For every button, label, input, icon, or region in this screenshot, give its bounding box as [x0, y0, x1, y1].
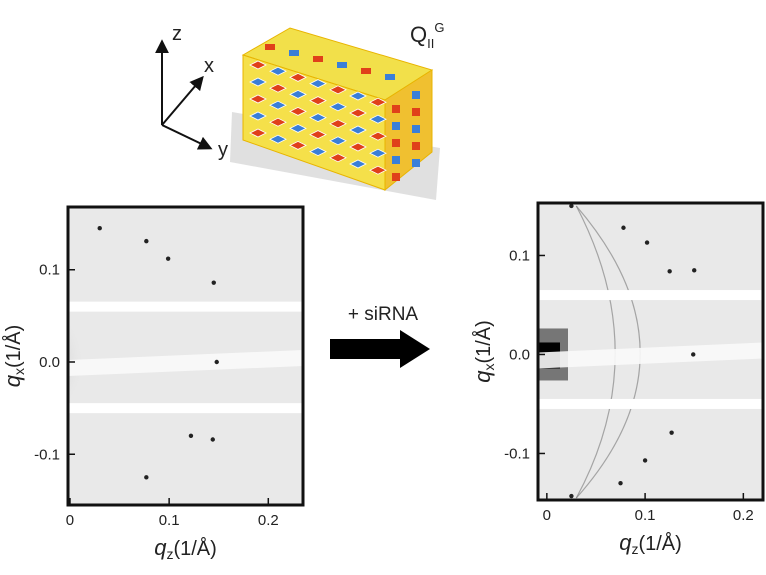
y-axis-label: qx(1/Å) — [0, 325, 27, 388]
bragg-spot — [211, 437, 215, 441]
lattice-node — [392, 173, 400, 181]
y-tick-label: -0.1 — [504, 445, 530, 462]
unit: (1/Å) — [173, 537, 216, 560]
y-tick-label: -0.1 — [34, 446, 60, 463]
y-tick-label: 0.1 — [509, 247, 530, 264]
lattice-node — [313, 56, 323, 62]
arrow — [330, 330, 430, 368]
bragg-spot — [667, 269, 671, 273]
lattice-node — [337, 62, 347, 68]
y-tick-label: 0.0 — [39, 354, 60, 371]
bragg-spot — [189, 434, 193, 438]
unit: (1/Å) — [472, 320, 495, 363]
bragg-spot — [569, 494, 573, 498]
unit: (1/Å) — [638, 532, 681, 555]
lattice-node — [412, 142, 420, 150]
cubic-phase-illustration — [230, 28, 440, 200]
bragg-spot — [618, 481, 622, 485]
bragg-spot — [215, 360, 219, 364]
x-tick-label: 0 — [543, 507, 551, 524]
unit: (1/Å) — [2, 325, 25, 368]
symbol: q — [154, 535, 167, 560]
symbol: q — [470, 370, 495, 383]
subscript: z — [166, 546, 173, 562]
x-tick-label: 0.2 — [733, 507, 754, 524]
x-axis-label: qz(1/Å) — [619, 530, 682, 557]
lattice-node — [289, 50, 299, 56]
y-axis-label: qx(1/Å) — [470, 320, 497, 383]
bragg-spot — [144, 239, 148, 243]
detector-gap — [538, 399, 763, 409]
figure: z x y QIIG + siRNA 00.10.2-0.10.00.1qz(1… — [0, 0, 766, 575]
lattice-node — [412, 159, 420, 167]
lattice-node — [412, 125, 420, 133]
lattice-node — [392, 122, 400, 130]
bragg-spot — [643, 458, 647, 462]
bragg-spot — [212, 280, 216, 284]
lattice-node — [392, 139, 400, 147]
lattice-node — [385, 74, 395, 80]
x-tick-label: 0 — [66, 512, 74, 529]
lattice-node — [412, 91, 420, 99]
axis-x-label: x — [204, 55, 214, 77]
symbol: q — [0, 374, 25, 387]
axes-schematic — [162, 42, 210, 148]
x-tick-label: 0.2 — [258, 512, 279, 529]
detector-gap — [538, 290, 763, 300]
detector-image — [538, 203, 763, 500]
x-tick-label: 0.1 — [159, 512, 180, 529]
symbol: q — [619, 530, 632, 555]
y-tick-label: 0.0 — [509, 346, 530, 363]
lattice-node — [412, 108, 420, 116]
panel: 00.10.2-0.10.00.1qz(1/Å)qx(1/Å) — [0, 207, 303, 562]
y-tick-label: 0.1 — [39, 262, 60, 279]
subscript: x — [481, 364, 497, 371]
lattice-node — [265, 44, 275, 50]
subscript: z — [631, 541, 638, 557]
bragg-spot — [691, 352, 695, 356]
bragg-spot — [621, 226, 625, 230]
subscript: x — [11, 368, 27, 375]
arrow-label: + siRNA — [348, 304, 419, 325]
detector-gap — [68, 302, 303, 312]
lattice-node — [361, 68, 371, 74]
x-tick-label: 0.1 — [635, 507, 656, 524]
detector-gap — [68, 403, 303, 413]
bragg-spot — [692, 268, 696, 272]
x-axis-label: qz(1/Å) — [154, 535, 217, 562]
bragg-spot — [669, 430, 673, 434]
lattice-node — [392, 156, 400, 164]
axis-z-label: z — [172, 23, 182, 45]
lattice-node — [392, 105, 400, 113]
axis-y-label: y — [218, 139, 228, 161]
bragg-spot — [98, 226, 102, 230]
bragg-spot — [645, 240, 649, 244]
bragg-spot — [144, 475, 148, 479]
phase-label: QIIG — [410, 20, 444, 51]
bragg-spot — [166, 256, 170, 260]
